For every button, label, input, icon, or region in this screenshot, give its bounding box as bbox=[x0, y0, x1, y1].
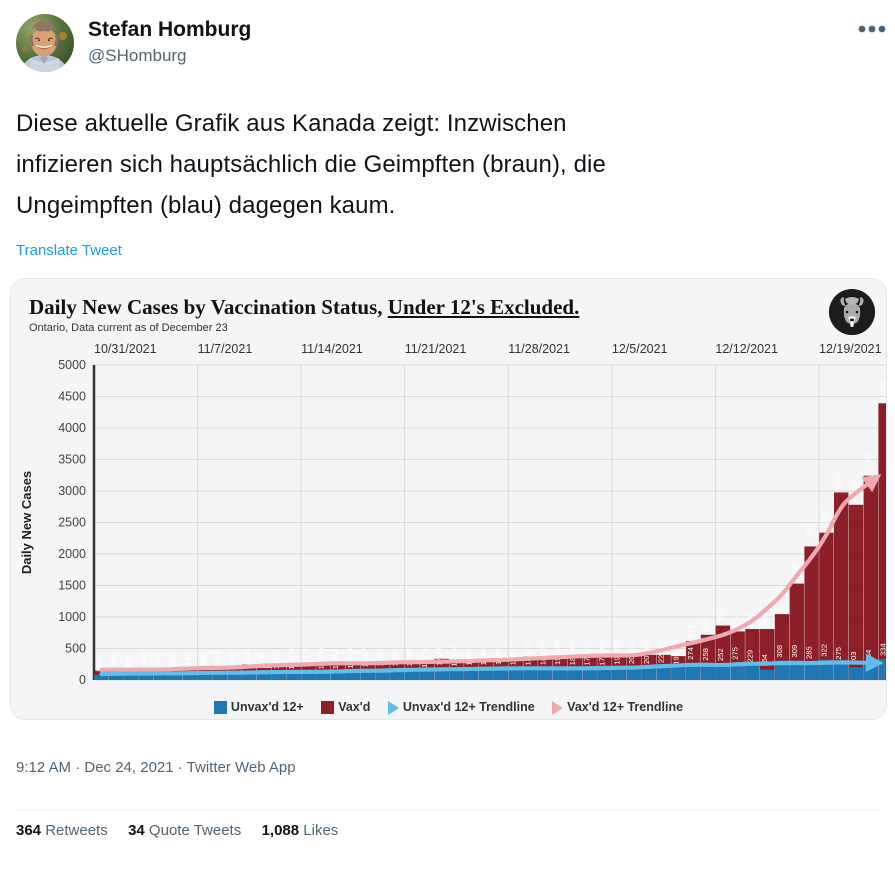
svg-text:0: 0 bbox=[79, 673, 86, 687]
svg-text:258: 258 bbox=[701, 648, 710, 661]
svg-text:274: 274 bbox=[686, 647, 695, 660]
svg-text:308: 308 bbox=[775, 645, 784, 658]
svg-text:12/19/2021: 12/19/2021 bbox=[819, 342, 882, 356]
svg-text:2,338: 2,338 bbox=[819, 511, 828, 530]
svg-text:416: 416 bbox=[612, 638, 621, 651]
svg-text:2,977: 2,977 bbox=[834, 470, 843, 489]
svg-text:229: 229 bbox=[745, 650, 754, 663]
svg-text:3000: 3000 bbox=[58, 484, 86, 498]
svg-text:12/5/2021: 12/5/2021 bbox=[612, 342, 668, 356]
svg-text:192: 192 bbox=[672, 652, 681, 665]
svg-text:11/21/2021: 11/21/2021 bbox=[405, 342, 467, 356]
svg-text:371: 371 bbox=[524, 641, 533, 654]
svg-text:11/28/2021: 11/28/2021 bbox=[508, 342, 570, 356]
svg-text:3,243: 3,243 bbox=[864, 454, 873, 473]
svg-text:198: 198 bbox=[139, 652, 148, 665]
svg-text:12/12/2021: 12/12/2021 bbox=[715, 342, 778, 356]
svg-text:334: 334 bbox=[879, 643, 886, 656]
svg-text:252: 252 bbox=[716, 648, 725, 661]
svg-text:309: 309 bbox=[790, 645, 799, 658]
svg-text:390: 390 bbox=[553, 640, 562, 653]
svg-text:2500: 2500 bbox=[58, 516, 86, 530]
svg-text:399: 399 bbox=[642, 639, 651, 652]
svg-text:417: 417 bbox=[627, 638, 636, 651]
svg-text:4500: 4500 bbox=[58, 390, 86, 404]
svg-text:275: 275 bbox=[834, 647, 843, 660]
svg-text:169: 169 bbox=[405, 654, 414, 667]
svg-text:275: 275 bbox=[731, 647, 740, 660]
svg-text:5000: 5000 bbox=[58, 358, 86, 372]
svg-text:1500: 1500 bbox=[58, 579, 86, 593]
svg-text:1000: 1000 bbox=[58, 610, 86, 624]
svg-text:285: 285 bbox=[805, 646, 814, 659]
svg-text:500: 500 bbox=[65, 642, 86, 656]
svg-text:2000: 2000 bbox=[58, 547, 86, 561]
svg-text:3500: 3500 bbox=[58, 453, 86, 467]
svg-text:10/31/2021: 10/31/2021 bbox=[94, 342, 157, 356]
svg-text:4000: 4000 bbox=[58, 421, 86, 435]
svg-text:718: 718 bbox=[701, 619, 710, 632]
svg-text:Daily New Cases: Daily New Cases bbox=[19, 471, 34, 574]
svg-text:234: 234 bbox=[864, 650, 873, 663]
svg-text:617: 617 bbox=[686, 625, 695, 638]
svg-text:369: 369 bbox=[568, 641, 577, 654]
svg-text:4,392: 4,392 bbox=[879, 381, 886, 400]
svg-text:322: 322 bbox=[819, 644, 828, 657]
svg-text:11/7/2021: 11/7/2021 bbox=[198, 342, 253, 356]
svg-text:361: 361 bbox=[583, 642, 592, 655]
svg-text:11/14/2021: 11/14/2021 bbox=[301, 342, 363, 356]
svg-text:2,120: 2,120 bbox=[805, 524, 814, 543]
svg-text:864: 864 bbox=[716, 610, 725, 623]
svg-text:367: 367 bbox=[598, 641, 607, 654]
